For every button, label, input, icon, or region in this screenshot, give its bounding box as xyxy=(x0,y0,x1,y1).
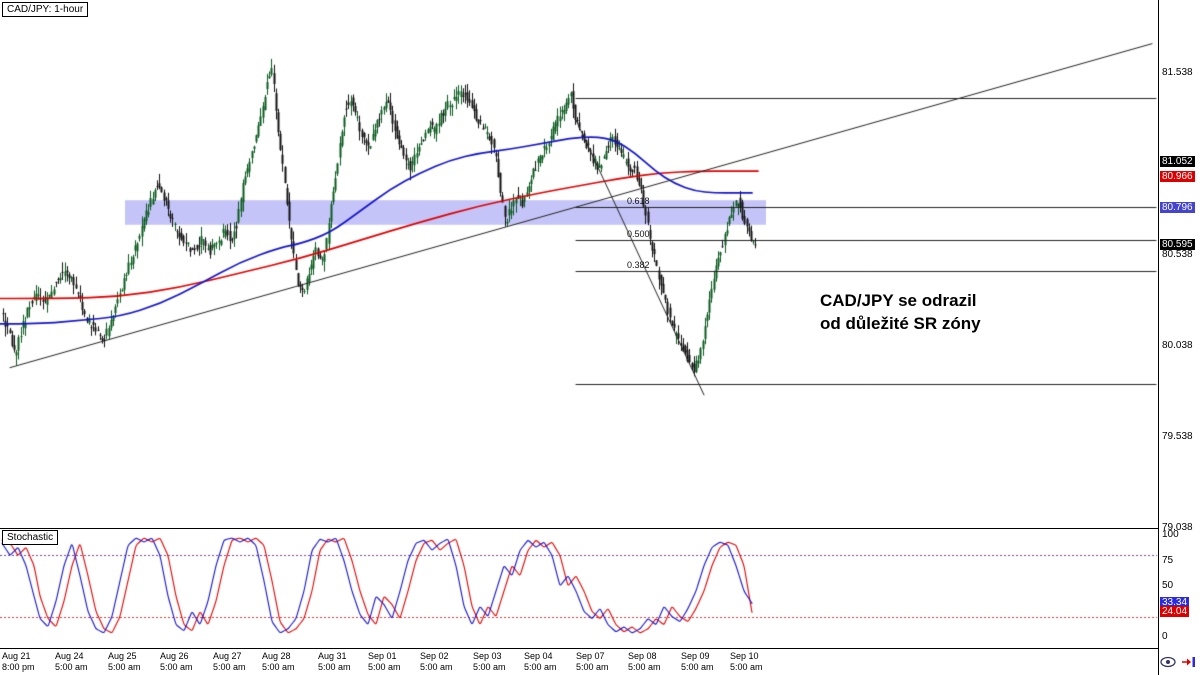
indicator-label: Stochastic xyxy=(2,530,59,545)
price-axis-label: 80.038 xyxy=(1162,340,1193,351)
tick-time: 5:00 am xyxy=(318,662,351,672)
tick-date: Sep 01 xyxy=(368,651,397,661)
tick-time: 5:00 am xyxy=(213,662,246,672)
time-axis-tick[interactable]: Sep 07 5:00 am xyxy=(576,651,609,672)
tick-time: 8:00 pm xyxy=(2,662,35,672)
price-axis: 81.538 81.052 80.966 80.796 80.595 80.538 80.0… xyxy=(1158,0,1200,675)
tick-time: 5:00 am xyxy=(368,662,401,672)
price-axis-label: 81.538 xyxy=(1162,67,1193,78)
scroll-to-end-icon[interactable] xyxy=(1181,656,1197,668)
price-axis-label: 79.038 xyxy=(1162,522,1193,533)
axis-divider xyxy=(0,648,1200,649)
tick-date: Sep 08 xyxy=(628,651,657,661)
time-axis-tick[interactable]: Sep 10 5:00 am xyxy=(730,651,763,672)
tick-time: 5:00 am xyxy=(576,662,609,672)
price-tag: 81.052 xyxy=(1160,156,1195,167)
stochastic-pane[interactable]: Stochastic xyxy=(0,529,1158,648)
tick-date: Aug 27 xyxy=(213,651,242,661)
price-tag: 80.966 xyxy=(1160,171,1195,182)
tick-date: Aug 25 xyxy=(108,651,137,661)
time-axis-tick[interactable]: Aug 26 5:00 am xyxy=(160,651,193,672)
tick-time: 5:00 am xyxy=(55,662,88,672)
time-axis-tick[interactable]: Sep 01 5:00 am xyxy=(368,651,401,672)
tick-date: Aug 31 xyxy=(318,651,347,661)
tick-time: 5:00 am xyxy=(420,662,453,672)
time-axis-tick[interactable]: Aug 24 5:00 am xyxy=(55,651,88,672)
time-axis-tick[interactable]: Sep 08 5:00 am xyxy=(628,651,661,672)
time-axis-tick[interactable]: Aug 21 8:00 pm xyxy=(2,651,35,672)
time-axis-tick[interactable]: Sep 02 5:00 am xyxy=(420,651,453,672)
stoch-axis-label: 100 xyxy=(1162,529,1179,540)
tick-date: Sep 02 xyxy=(420,651,449,661)
time-axis-tick[interactable]: Sep 04 5:00 am xyxy=(524,651,557,672)
price-axis-label: 80.538 xyxy=(1162,249,1193,260)
time-axis-tick[interactable]: Aug 28 5:00 am xyxy=(262,651,295,672)
time-axis-tick[interactable]: Sep 03 5:00 am xyxy=(473,651,506,672)
eye-icon[interactable] xyxy=(1160,656,1176,668)
tick-date: Aug 26 xyxy=(160,651,189,661)
time-axis-tick[interactable]: Sep 09 5:00 am xyxy=(681,651,714,672)
tick-time: 5:00 am xyxy=(262,662,295,672)
symbol-timeframe-label: CAD/JPY: 1-hour xyxy=(2,2,89,17)
stoch-tag: 24.04 xyxy=(1160,606,1190,617)
time-axis-tick[interactable]: Aug 25 5:00 am xyxy=(108,651,141,672)
tick-time: 5:00 am xyxy=(473,662,506,672)
tick-date: Sep 07 xyxy=(576,651,605,661)
tick-time: 5:00 am xyxy=(628,662,661,672)
stoch-axis-label: 75 xyxy=(1162,555,1174,566)
tick-time: 5:00 am xyxy=(681,662,714,672)
tick-date: Sep 04 xyxy=(524,651,553,661)
tick-time: 5:00 am xyxy=(730,662,763,672)
annotation-line2: od důležité SR zóny xyxy=(820,314,981,333)
stoch-axis-label: 50 xyxy=(1162,580,1174,591)
tick-time: 5:00 am xyxy=(160,662,193,672)
stoch-tag: 33.34 xyxy=(1160,597,1190,608)
tick-date: Sep 03 xyxy=(473,651,502,661)
chart-corner-controls xyxy=(1160,656,1197,668)
tick-time: 5:00 am xyxy=(108,662,141,672)
fib-level-label: 0.382 xyxy=(627,259,650,270)
time-axis[interactable]: Aug 21 8:00 pm Aug 24 5:00 am Aug 25 5:00 am A… xyxy=(0,649,1158,675)
tick-date: Sep 09 xyxy=(681,651,710,661)
chart-annotation: CAD/JPY se odrazil od důležité SR zóny xyxy=(820,289,981,335)
stoch-axis-label: 0 xyxy=(1162,631,1168,642)
fib-level-label: 0.500 xyxy=(627,228,650,239)
tick-date: Aug 24 xyxy=(55,651,84,661)
tick-date: Sep 10 xyxy=(730,651,759,661)
price-axis-label: 79.538 xyxy=(1162,431,1193,442)
tick-date: Aug 21 xyxy=(2,651,31,661)
price-chart-canvas[interactable] xyxy=(0,0,1158,528)
tick-time: 5:00 am xyxy=(524,662,557,672)
tick-date: Aug 28 xyxy=(262,651,291,661)
pane-divider xyxy=(0,528,1200,529)
annotation-line1: CAD/JPY se odrazil xyxy=(820,291,977,310)
price-tag: 80.796 xyxy=(1160,202,1195,213)
stochastic-canvas[interactable] xyxy=(0,529,1158,648)
time-axis-tick[interactable]: Aug 31 5:00 am xyxy=(318,651,351,672)
price-tag: 80.595 xyxy=(1160,239,1195,250)
fib-level-label: 0.618 xyxy=(627,195,650,206)
time-axis-tick[interactable]: Aug 27 5:00 am xyxy=(213,651,246,672)
